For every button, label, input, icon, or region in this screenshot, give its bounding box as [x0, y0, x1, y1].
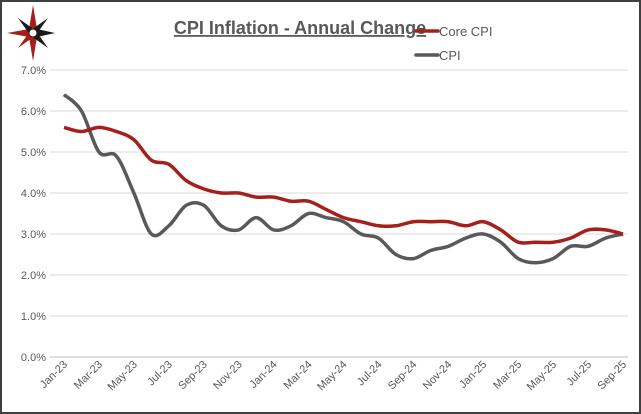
x-tick-label: May-24 — [315, 359, 349, 393]
x-tick-label: Sep-25 — [596, 359, 630, 393]
x-tick-label: May-25 — [525, 359, 559, 393]
y-tick-label: 2.0% — [21, 270, 46, 282]
y-tick-label: 3.0% — [21, 229, 46, 241]
x-tick-label: Jul-23 — [145, 359, 175, 389]
y-tick-label: 7.0% — [21, 65, 46, 77]
legend-label: CPI — [439, 48, 461, 63]
y-tick-label: 1.0% — [21, 311, 46, 323]
x-tick-label: Mar-24 — [282, 359, 315, 392]
x-tick-label: Mar-23 — [72, 359, 105, 392]
chart-title: CPI Inflation - Annual Change — [174, 18, 426, 38]
x-tick-label: Sep-23 — [176, 359, 210, 393]
x-tick-label: Nov-24 — [421, 359, 455, 393]
compass-star-logo — [7, 5, 55, 61]
x-tick-label: Jul-25 — [565, 359, 595, 389]
series-line-core-cpi — [63, 125, 624, 245]
series-line-cpi — [62, 93, 624, 265]
y-tick-label: 6.0% — [21, 106, 46, 118]
x-tick-label: Nov-23 — [211, 359, 245, 393]
x-tick-label: May-23 — [106, 359, 140, 393]
x-tick-label: Jan-25 — [457, 359, 489, 391]
x-tick-label: Mar-25 — [491, 359, 524, 392]
x-tick-label: Sep-24 — [386, 359, 420, 393]
x-tick-label: Jan-24 — [247, 359, 279, 391]
x-tick-label: Jul-24 — [355, 359, 385, 389]
y-tick-label: 0.0% — [21, 352, 46, 364]
y-tick-label: 5.0% — [21, 147, 46, 159]
y-tick-label: 4.0% — [21, 188, 46, 200]
legend-label: Core CPI — [439, 24, 492, 39]
